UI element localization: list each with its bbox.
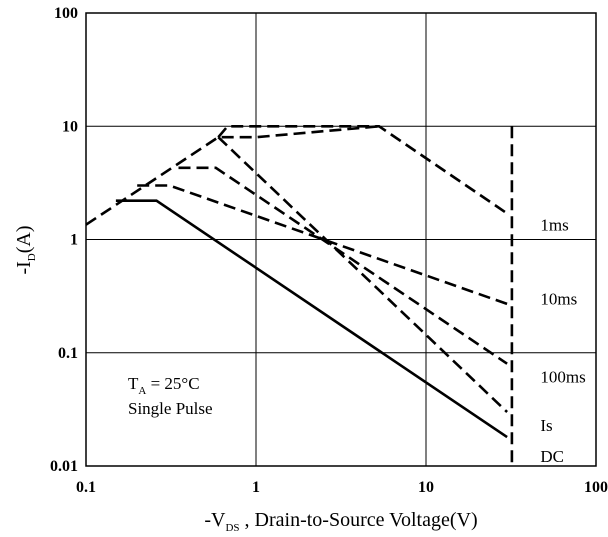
x-tick-label-2: 10: [418, 479, 434, 496]
y-tick-label-3: 0.1: [58, 345, 78, 362]
y-tick-labels: 100 10 1 0.1 0.01: [50, 5, 78, 475]
x-tick-label-3: 100: [584, 479, 608, 496]
plot-frame: [85, 12, 597, 467]
y-axis-label: -ID(A): [13, 225, 38, 274]
series-label-is: Is: [540, 416, 552, 435]
series-line-1ms: [85, 125, 380, 226]
series-line-is: [217, 136, 508, 413]
series-label-10ms: 10ms: [540, 290, 577, 309]
y-tick-label-1: 10: [62, 118, 78, 135]
series-line-10ms: [137, 184, 508, 306]
series-line-boundary-5: [217, 125, 508, 215]
x-tick-label-1: 1: [252, 479, 260, 496]
annotation-line1: TA = 25°C: [128, 374, 200, 397]
series-label-1ms: 1ms: [540, 216, 568, 235]
series-label-dc: DC: [540, 447, 564, 466]
series-line-100ms: [178, 166, 508, 365]
series-line-dc: [115, 199, 508, 439]
x-tick-labels: 0.1 1 10 100: [76, 479, 608, 496]
annotation-line2: Single Pulse: [128, 399, 213, 418]
series-labels: 1ms 10ms 100ms Is DC: [540, 216, 585, 466]
y-tick-label-4: 0.01: [50, 458, 78, 475]
series-label-100ms: 100ms: [540, 367, 585, 386]
y-tick-label-2: 1: [70, 232, 78, 249]
x-tick-label-0: 0.1: [76, 479, 96, 496]
plot-series: [85, 125, 514, 466]
x-axis-label: -VDS , Drain-to-Source Voltage(V): [204, 509, 477, 534]
y-tick-label-0: 100: [54, 5, 78, 22]
